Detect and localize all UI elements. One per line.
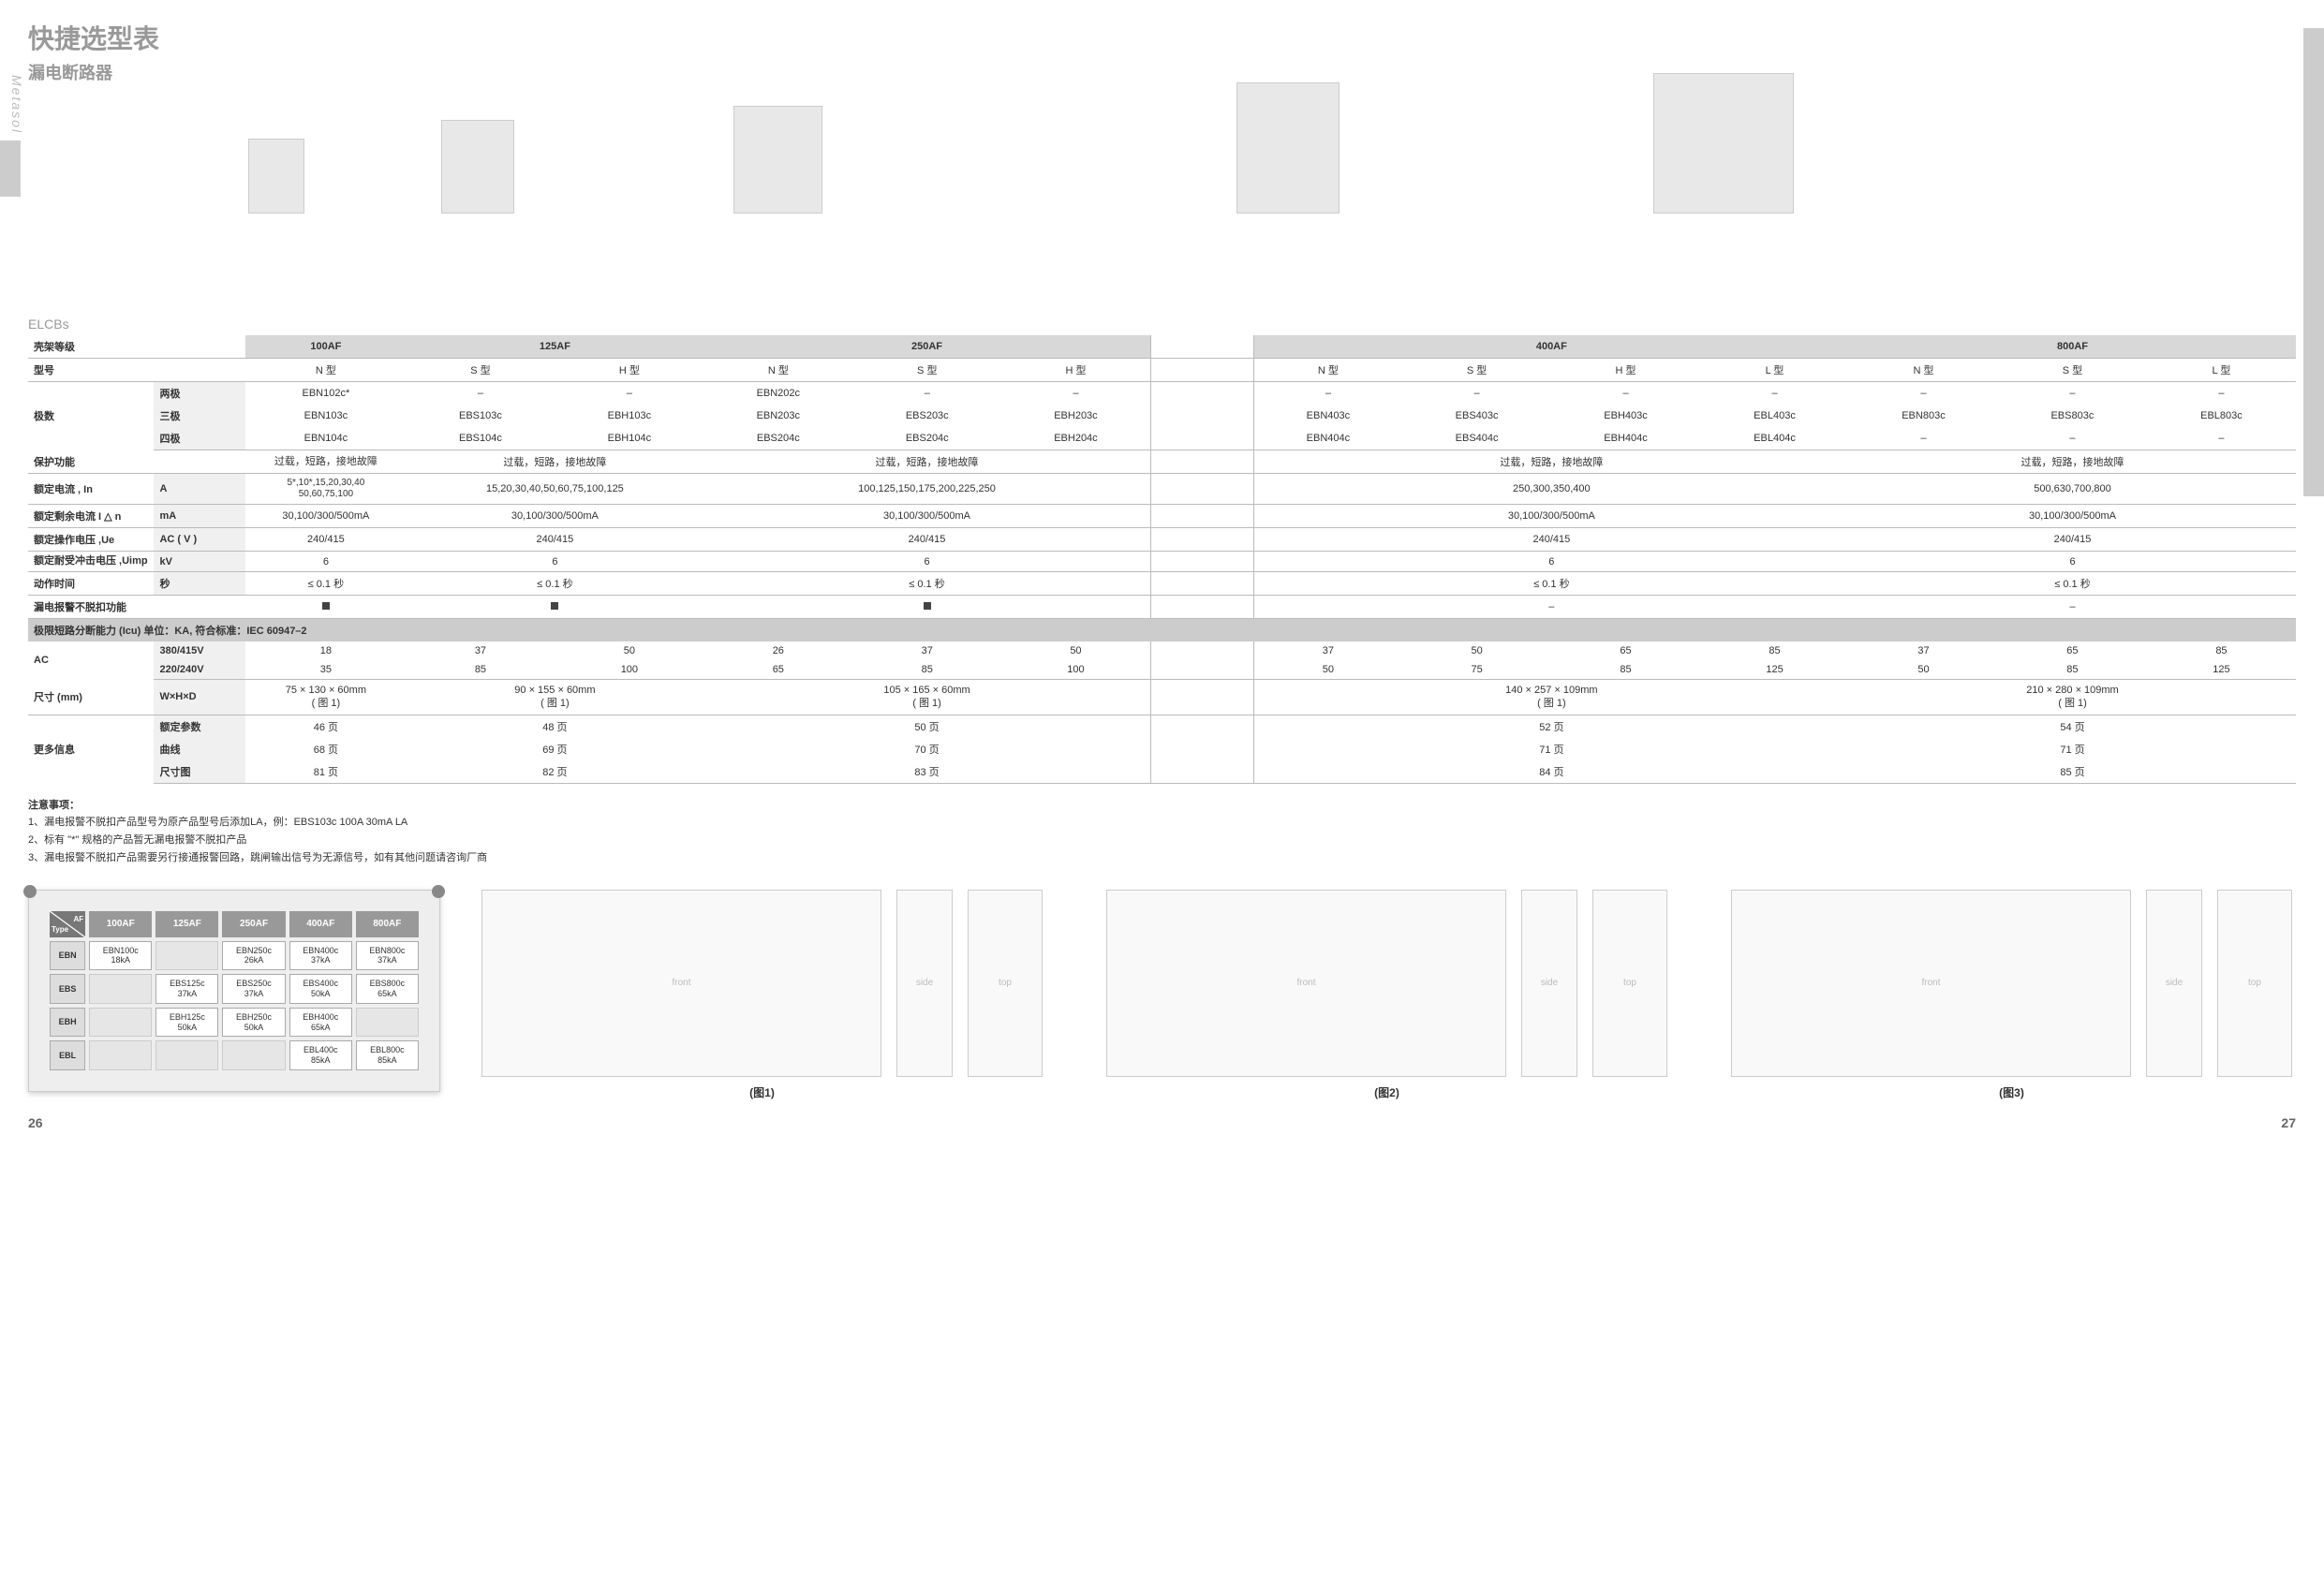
product-img-400af bbox=[1236, 82, 1340, 214]
page-left: 26 bbox=[28, 1115, 43, 1130]
left-accent-bar bbox=[0, 140, 21, 197]
page-numbers: 26 27 bbox=[28, 1115, 2296, 1130]
hdr-125af: 125AF bbox=[406, 335, 703, 359]
icu-section-row: 极限短路分断能力 (Icu) 单位：KA, 符合标准：IEC 60947–2 bbox=[28, 619, 2296, 642]
elcbs-label: ELCBs bbox=[28, 317, 2296, 332]
poles-2p-row: 极数 两极 EBN102c*–– EBN202c–– –––– ––– bbox=[28, 382, 2296, 405]
more-curve-row: 曲线 68 页69 页70 页 71 页71 页 bbox=[28, 738, 2296, 760]
poles-3p: 三极 bbox=[154, 405, 245, 427]
hdr-100af: 100AF bbox=[245, 335, 406, 359]
icu-380-row: AC 380/415V 183750 263750 37506585 37658… bbox=[28, 641, 2296, 660]
hdr-800af: 800AF bbox=[1849, 335, 2296, 359]
product-image-row bbox=[28, 92, 2296, 214]
poles-4p-row: 四极 EBN104cEBS104cEBH104c EBS204cEBS204cE… bbox=[28, 427, 2296, 450]
matrix-corner-cell: AF Type bbox=[50, 911, 85, 937]
note-2: 2、标有 "*" 规格的产品暂无漏电报警不脱扣产品 bbox=[28, 832, 2296, 849]
poles-4p: 四极 bbox=[154, 427, 245, 450]
selection-table: 壳架等级 100AF 125AF 250AF 400AF 800AF 型号 N … bbox=[28, 335, 2296, 784]
drawing-1: frontsidetop (图1) bbox=[478, 890, 1046, 1100]
drawing-2: frontsidetop (图2) bbox=[1103, 890, 1671, 1100]
ue-row: 额定操作电压 ,Ue AC ( V ) 240/415 240/415 240/… bbox=[28, 528, 2296, 552]
more-dim-row: 尺寸图 81 页82 页83 页 84 页85 页 bbox=[28, 760, 2296, 784]
hdr-400af: 400AF bbox=[1253, 335, 1849, 359]
poles-2p: 两极 bbox=[154, 382, 245, 405]
frame-label: 壳架等级 bbox=[28, 335, 245, 359]
drawing-3: frontsidetop (图3) bbox=[1727, 890, 2296, 1100]
drawings-row: frontsidetop (图1) frontsidetop (图2) fron… bbox=[478, 890, 2296, 1100]
right-accent-bar bbox=[2303, 28, 2324, 496]
page-title: 快捷选型表 bbox=[28, 19, 2296, 56]
type-label: 型号 bbox=[28, 359, 245, 382]
notes-title: 注意事项： bbox=[28, 797, 2296, 815]
uimp-row: 额定耐受冲击电压 ,Uimp kV 6 6 6 6 6 bbox=[28, 552, 2296, 572]
page-right: 27 bbox=[2281, 1115, 2296, 1130]
notes-block: 注意事项： 1、漏电报警不脱扣产品型号为原产品型号后添加LA，例：EBS103c… bbox=[28, 797, 2296, 867]
alarm-row: 漏电报警不脱扣功能 – – bbox=[28, 596, 2296, 619]
poles-label: 极数 bbox=[28, 382, 154, 450]
square-icon bbox=[924, 602, 931, 610]
product-img-800af bbox=[1653, 73, 1794, 214]
page-subtitle: 漏电断路器 bbox=[28, 60, 2296, 84]
note-1: 1、漏电报警不脱扣产品型号为原产品型号后添加LA，例：EBS103c 100A … bbox=[28, 814, 2296, 832]
poles-3p-row: 三极 EBN103cEBS103cEBH103c EBN203cEBS203cE… bbox=[28, 405, 2296, 427]
product-img-125af bbox=[441, 120, 514, 214]
frame-header-row: 壳架等级 100AF 125AF 250AF 400AF 800AF bbox=[28, 335, 2296, 359]
brand-watermark: Metasol bbox=[9, 75, 24, 134]
icu-220-row: 220/240V 3585100 6585100 507585125 50851… bbox=[28, 660, 2296, 680]
type-header-row: 型号 N 型 S 型H 型 N 型S 型H 型 N 型S 型H 型L 型 N 型… bbox=[28, 359, 2296, 382]
residual-current-row: 额定剩余电流 I △ n mA 30,100/300/500mA 30,100/… bbox=[28, 505, 2296, 528]
type-matrix-table: AF Type 100AF125AF250AF400AF800AF EBN EB… bbox=[46, 907, 422, 1074]
rated-current-row: 额定电流 , In A 5*,10*,15,20,30,40 50,60,75,… bbox=[28, 474, 2296, 505]
square-icon bbox=[551, 602, 558, 610]
size-row: 尺寸 (mm) W×H×D 75 × 130 × 60mm ( 图 1) 90 … bbox=[28, 680, 2296, 715]
product-img-250af bbox=[733, 106, 822, 214]
operating-time-row: 动作时间 秒 ≤ 0.1 秒 ≤ 0.1 秒 ≤ 0.1 秒 ≤ 0.1 秒 ≤… bbox=[28, 572, 2296, 596]
pin-icon bbox=[23, 885, 37, 898]
product-img-100af bbox=[248, 139, 304, 214]
square-icon bbox=[322, 602, 330, 610]
more-rated-row: 更多信息 额定参数 46 页48 页50 页 52 页54 页 bbox=[28, 715, 2296, 738]
protection-row: 保护功能 过载，短路，接地故障 过载，短路，接地故障 过载，短路，接地故障 过载… bbox=[28, 450, 2296, 474]
note-3: 3、漏电报警不脱扣产品需要另行接通报警回路，跳闸输出信号为无源信号，如有其他问题… bbox=[28, 849, 2296, 867]
bottom-section: AF Type 100AF125AF250AF400AF800AF EBN EB… bbox=[28, 890, 2296, 1100]
pin-icon bbox=[432, 885, 445, 898]
hdr-250af: 250AF bbox=[703, 335, 1150, 359]
type-matrix-card: AF Type 100AF125AF250AF400AF800AF EBN EB… bbox=[28, 890, 440, 1092]
